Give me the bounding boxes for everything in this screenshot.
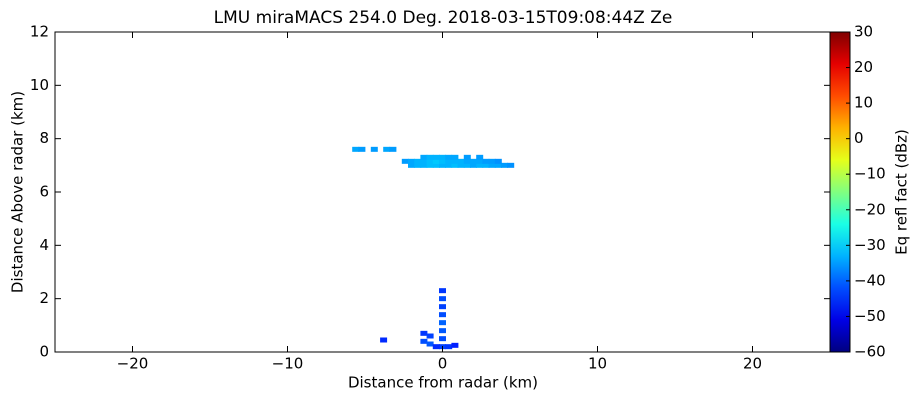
echo-cell: [457, 162, 465, 168]
echo-cell: [445, 154, 453, 160]
chart-title: LMU miraMACS 254.0 Deg. 2018-03-15T09:08…: [214, 8, 673, 28]
x-tick-label: 10: [588, 355, 607, 373]
echo-cell: [439, 154, 446, 160]
echo-cell: [432, 154, 440, 160]
echo-cell: [420, 154, 428, 160]
echo-cell: [476, 158, 484, 164]
colorbar-tick-label: −50: [854, 307, 886, 325]
echo-cell: [488, 158, 496, 164]
echo-cell: [370, 146, 378, 152]
echo-cell: [445, 344, 453, 350]
echo-cell: [420, 338, 428, 344]
echo-cell: [470, 158, 477, 164]
echo-cell: [451, 158, 459, 164]
echo-cell: [414, 158, 422, 164]
echo-cell: [426, 154, 434, 160]
echo-cell: [476, 154, 484, 160]
echo-cell: [426, 158, 434, 164]
echo-cell: [432, 344, 440, 350]
echo-cell: [439, 312, 446, 318]
echo-cell: [380, 337, 388, 343]
echo-cell: [439, 336, 446, 342]
echo-cell: [482, 158, 490, 164]
echo-cell: [358, 146, 366, 152]
echo-cell: [463, 158, 471, 164]
x-tick-label: 20: [743, 355, 762, 373]
plot-frame: [54, 31, 831, 353]
echo-cell: [507, 162, 515, 168]
echo-cell: [463, 162, 471, 168]
echo-cell: [408, 158, 415, 164]
y-tick-label: 12: [30, 23, 49, 41]
y-tick-label: 4: [39, 236, 49, 254]
colorbar-tick-label: −40: [854, 271, 886, 289]
colorbar-label: Eq refl fact (dBz): [893, 129, 911, 255]
y-tick-label: 6: [39, 183, 49, 201]
x-tick-label: 0: [438, 355, 448, 373]
echo-cell: [445, 162, 453, 168]
colorbar-tick-label: 10: [854, 94, 873, 112]
colorbar-tick-label: 0: [854, 129, 864, 147]
echo-cell: [451, 154, 459, 160]
echo-cell: [476, 162, 484, 168]
echo-cell: [463, 154, 471, 160]
echo-cell: [451, 342, 459, 348]
echo-cell: [488, 162, 496, 168]
echo-cell: [439, 296, 446, 302]
y-tick-label: 8: [39, 129, 49, 147]
colorbar-tick-label: −30: [854, 236, 886, 254]
echo-cell: [420, 330, 428, 336]
echo-cell: [439, 158, 446, 164]
echo-cell: [451, 162, 459, 168]
colorbar-tick-label: −10: [854, 165, 886, 183]
echo-cell: [426, 341, 434, 347]
echo-cell: [414, 162, 422, 168]
y-axis-label: Distance Above radar (km): [9, 91, 27, 293]
echo-cell: [426, 333, 434, 339]
echo-cell: [389, 146, 397, 152]
echo-cell: [494, 162, 502, 168]
colorbar-tick-label: −60: [854, 343, 886, 361]
colorbar: [829, 31, 851, 353]
echo-cell: [439, 328, 446, 334]
y-tick-label: 10: [30, 76, 49, 94]
colorbar-tick-label: 20: [854, 58, 873, 76]
echo-cell: [408, 162, 415, 168]
echo-cell: [457, 158, 465, 164]
colorbar-tick-label: −20: [854, 200, 886, 218]
echo-cell: [383, 146, 391, 152]
echo-cell: [445, 158, 453, 164]
echo-cell: [439, 288, 446, 294]
x-axis-label: Distance from radar (km): [348, 374, 538, 392]
echo-cell: [439, 162, 446, 168]
echo-cell: [352, 146, 360, 152]
x-tick-label: −20: [117, 355, 149, 373]
echo-cell: [426, 162, 434, 168]
y-tick-label: 0: [39, 343, 49, 361]
y-tick-label: 2: [39, 289, 49, 307]
echo-cell: [420, 162, 428, 168]
echo-cell: [420, 158, 428, 164]
colorbar-tick-label: 30: [854, 23, 873, 41]
echo-cell: [439, 320, 446, 326]
echo-cell: [501, 162, 508, 168]
echo-cell: [432, 158, 440, 164]
echo-cell: [494, 158, 502, 164]
echo-cell: [439, 304, 446, 310]
echo-cell: [470, 162, 477, 168]
x-tick-label: −10: [272, 355, 304, 373]
echo-cell: [432, 162, 440, 168]
echo-cell: [482, 162, 490, 168]
echo-cell: [401, 158, 409, 164]
